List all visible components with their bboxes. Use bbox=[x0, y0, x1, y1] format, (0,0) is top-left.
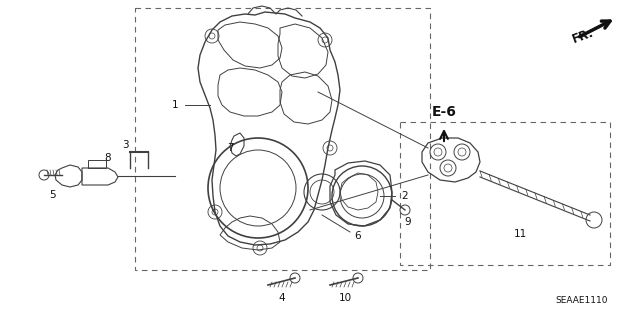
Text: 1: 1 bbox=[172, 100, 179, 110]
Text: FR.: FR. bbox=[570, 26, 595, 46]
Text: 2: 2 bbox=[402, 191, 408, 201]
Text: 9: 9 bbox=[404, 217, 412, 227]
Bar bbox=[135, 8, 430, 270]
Text: 5: 5 bbox=[49, 190, 55, 200]
Text: E-6: E-6 bbox=[431, 105, 456, 119]
Text: 7: 7 bbox=[227, 143, 234, 153]
Bar bbox=[88, 160, 106, 168]
Text: 4: 4 bbox=[278, 293, 285, 303]
Bar bbox=[400, 122, 610, 265]
Text: 11: 11 bbox=[513, 229, 527, 239]
Text: 8: 8 bbox=[105, 153, 111, 163]
Text: 10: 10 bbox=[339, 293, 351, 303]
Text: SEAAE1110: SEAAE1110 bbox=[556, 296, 608, 305]
Text: 6: 6 bbox=[355, 231, 362, 241]
Text: 3: 3 bbox=[122, 140, 128, 150]
